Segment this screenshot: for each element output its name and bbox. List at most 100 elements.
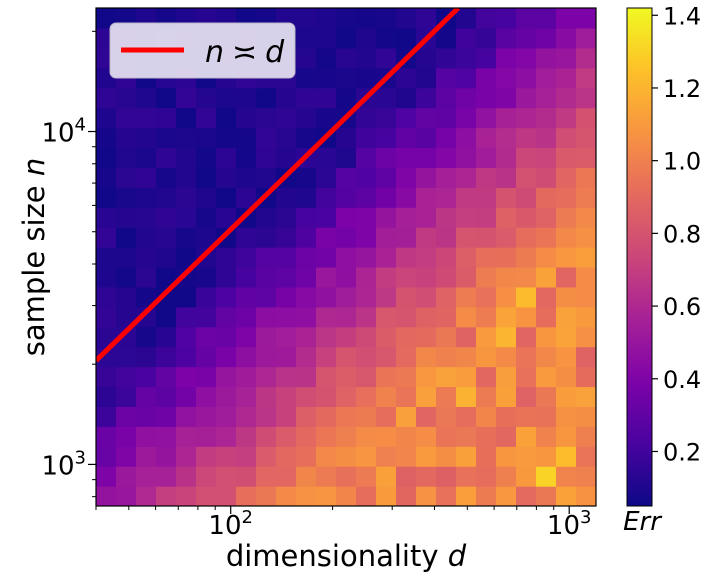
- heatmap-cell: [296, 426, 317, 447]
- heatmap-cell: [496, 286, 517, 308]
- heatmap-cell: [136, 107, 157, 129]
- heatmap-cell: [276, 247, 297, 268]
- heatmap-cell: [476, 446, 497, 467]
- heatmap-cell: [176, 87, 197, 109]
- heatmap-cell: [476, 426, 497, 447]
- heatmap-cell: [396, 167, 417, 188]
- heatmap-cell: [276, 107, 297, 129]
- colorbar-label: Err: [623, 507, 663, 537]
- heatmap-cell: [396, 366, 417, 388]
- heatmap-cell: [196, 187, 217, 208]
- y-tick-label: 104: [41, 115, 86, 149]
- heatmap-cell: [576, 366, 596, 388]
- heatmap-cell: [276, 466, 297, 487]
- heatmap-cell: [236, 247, 257, 268]
- heatmap-cell: [156, 207, 177, 228]
- heatmap-cell: [576, 326, 596, 348]
- heatmap-cell: [496, 486, 517, 506]
- heatmap-cell: [96, 406, 117, 427]
- heatmap-cell: [216, 87, 237, 109]
- heatmap-cell: [376, 346, 397, 368]
- heatmap-cell: [476, 167, 497, 188]
- heatmap-cell: [496, 27, 517, 49]
- heatmap-cell: [496, 446, 517, 467]
- heatmap-cell: [516, 386, 537, 407]
- heatmap-cell: [556, 87, 577, 109]
- heatmap-cell: [196, 366, 217, 388]
- heatmap-cell: [436, 107, 457, 129]
- heatmap-cell: [516, 127, 537, 149]
- heatmap-cell: [136, 306, 157, 328]
- heatmap-cell: [536, 67, 557, 89]
- heatmap-cell: [296, 446, 317, 467]
- heatmap-cell: [96, 346, 117, 368]
- heatmap-cell: [176, 127, 197, 149]
- heatmap-cell: [536, 167, 557, 188]
- heatmap-cell: [116, 386, 137, 407]
- heatmap-cell: [576, 107, 596, 129]
- heatmap-cell: [336, 306, 357, 328]
- heatmap-cell: [556, 107, 577, 129]
- heatmap-cell: [356, 486, 377, 506]
- heatmap-cell: [416, 466, 437, 487]
- heatmap-cell: [296, 27, 317, 49]
- heatmap-cell: [416, 346, 437, 368]
- heatmap-cell: [116, 426, 137, 447]
- heatmap-cell: [436, 486, 457, 506]
- heatmap-cell: [476, 486, 497, 506]
- heatmap-cell: [316, 446, 337, 467]
- heatmap-cell: [516, 67, 537, 89]
- heatmap-cell: [276, 326, 297, 348]
- heatmap-cell: [536, 266, 557, 288]
- heatmap-cell: [176, 247, 197, 268]
- heatmap-cell: [116, 147, 137, 168]
- heatmap-cell: [396, 127, 417, 149]
- y-tick-label: 103: [41, 447, 86, 481]
- heatmap-cell: [416, 366, 437, 388]
- heatmap-cell: [316, 247, 337, 268]
- heatmap-cell: [136, 207, 157, 228]
- heatmap-cell: [416, 8, 437, 29]
- heatmap-cell: [336, 406, 357, 427]
- heatmap-cell: [576, 386, 596, 407]
- x-tick-label: 102: [208, 507, 253, 541]
- heatmap-cell: [536, 386, 557, 407]
- heatmap-cell: [116, 187, 137, 208]
- heatmap-cell: [396, 247, 417, 268]
- heatmap-cell: [556, 426, 577, 447]
- heatmap-cell: [376, 366, 397, 388]
- heatmap-cell: [456, 426, 477, 447]
- heatmap-cell: [396, 8, 417, 29]
- heatmap-cell: [356, 366, 377, 388]
- heatmap-cell: [476, 127, 497, 149]
- heatmap-cell: [496, 207, 517, 228]
- heatmap-cell: [176, 266, 197, 288]
- heatmap-cell: [456, 266, 477, 288]
- heatmap-cell: [436, 426, 457, 447]
- heatmap-cell: [236, 386, 257, 407]
- heatmap-cell: [516, 27, 537, 49]
- heatmap-cell: [556, 8, 577, 29]
- heatmap-cell: [116, 406, 137, 427]
- heatmap-cell: [196, 466, 217, 487]
- heatmap-cell: [556, 286, 577, 308]
- heatmap-cell: [316, 366, 337, 388]
- heatmap-cell: [356, 107, 377, 129]
- heatmap-cell: [436, 227, 457, 248]
- heatmap-cell: [436, 187, 457, 208]
- heatmap-cell: [276, 366, 297, 388]
- heatmap-cell: [356, 47, 377, 69]
- heatmap-cell: [256, 107, 277, 129]
- heatmap-cell: [116, 306, 137, 328]
- heatmap-cell: [436, 286, 457, 308]
- heatmap-cell: [96, 127, 117, 149]
- heatmap-cell: [296, 87, 317, 109]
- heatmap-cell: [556, 406, 577, 427]
- heatmap-cell: [216, 346, 237, 368]
- heatmap-cell: [276, 207, 297, 228]
- heatmap-cell: [156, 466, 177, 487]
- heatmap-cell: [416, 167, 437, 188]
- heatmap-cell: [376, 87, 397, 109]
- heatmap-cell: [396, 446, 417, 467]
- heatmap-cell: [176, 406, 197, 427]
